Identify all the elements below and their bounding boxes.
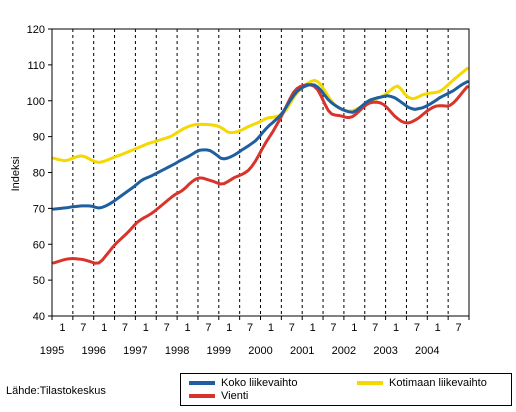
- x-month-label: 7: [122, 322, 128, 334]
- x-year-label: 1995: [40, 345, 64, 357]
- source-note: Lähde:Tilastokeskus: [6, 385, 106, 397]
- x-month-label: 7: [247, 322, 253, 334]
- y-tick-label: 100: [27, 96, 45, 108]
- y-tick-label: 110: [27, 60, 45, 72]
- legend-label-koko: Koko liikevaihto: [221, 377, 298, 389]
- x-month-label: 7: [372, 322, 378, 334]
- x-month-label: 7: [414, 322, 420, 334]
- y-tick-label: 90: [33, 132, 45, 144]
- x-month-label: 1: [268, 322, 274, 334]
- y-tick-label: 70: [33, 203, 45, 215]
- x-month-label: 7: [289, 322, 295, 334]
- x-year-label: 1999: [207, 345, 231, 357]
- x-month-label: 1: [435, 322, 441, 334]
- y-tick-label: 40: [33, 311, 45, 323]
- x-month-label: 1: [351, 322, 357, 334]
- legend-swatch-koko: [189, 381, 215, 385]
- x-month-label: 1: [393, 322, 399, 334]
- series-line-0: [52, 80, 469, 211]
- x-month-label: 7: [164, 322, 170, 334]
- x-year-label: 1998: [165, 345, 189, 357]
- series-line-2: [52, 83, 469, 265]
- x-year-label: 2004: [415, 345, 439, 357]
- y-tick-label: 50: [33, 275, 45, 287]
- y-tick-label: 120: [27, 24, 45, 36]
- series-line-1: [52, 66, 469, 164]
- x-year-label: 1996: [81, 345, 105, 357]
- x-month-label: 1: [101, 322, 107, 334]
- x-axis: 1 7 1 7 1 7 1 7 1 7 1 7 1 7 1 7 1 7 1 7 1995 1996 1997 1998 1999…: [40, 316, 470, 357]
- y-tick-label: 80: [33, 168, 45, 180]
- legend-swatch-vienti: [189, 394, 215, 398]
- x-year-label: 2001: [290, 345, 314, 357]
- x-year-label: 2002: [332, 345, 356, 357]
- x-month-label: 7: [456, 322, 462, 334]
- x-month-label: 7: [330, 322, 336, 334]
- x-month-label: 1: [184, 322, 190, 334]
- legend-item-vienti: Vienti: [189, 390, 248, 402]
- legend-swatch-kotimaan: [357, 381, 383, 385]
- x-month-label: 1: [226, 322, 232, 334]
- plot-frame: [51, 28, 470, 317]
- legend-item-koko: Koko liikevaihto: [189, 377, 297, 389]
- legend-label-vienti: Vienti: [221, 390, 249, 402]
- x-month-label: 1: [59, 322, 65, 334]
- series-lines: [52, 66, 469, 265]
- x-month-label: 7: [205, 322, 211, 334]
- legend-item-kotimaan: Kotimaan liikevaihto: [357, 377, 487, 389]
- x-year-label: 2003: [373, 345, 397, 357]
- x-year-label: 2000: [248, 345, 272, 357]
- gridlines: [72, 29, 449, 316]
- y-axis-title: Indeksi: [10, 157, 22, 192]
- x-month-label: 1: [310, 322, 316, 334]
- legend: Koko liikevaihto Kotimaan liikevaihto Vi…: [180, 373, 512, 406]
- x-month-label: 1: [143, 322, 149, 334]
- y-tick-label: 60: [33, 239, 45, 251]
- x-year-label: 1997: [123, 345, 147, 357]
- legend-label-kotimaan: Kotimaan liikevaihto: [389, 377, 487, 389]
- x-month-label: 7: [80, 322, 86, 334]
- y-axis: 40 50 60 70 80 90 100 110 120: [27, 24, 52, 323]
